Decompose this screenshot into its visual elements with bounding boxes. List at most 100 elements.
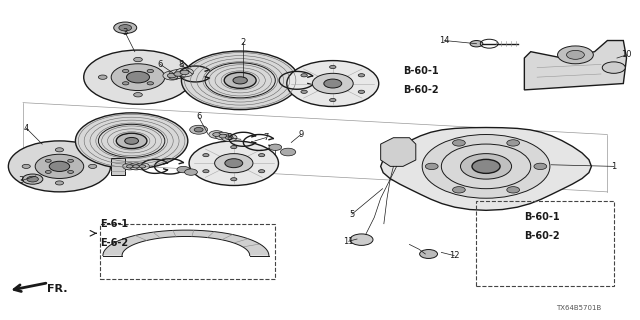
Circle shape (68, 159, 74, 162)
Polygon shape (381, 127, 591, 210)
Circle shape (461, 154, 511, 179)
Bar (111, 158, 125, 175)
Bar (100, 224, 275, 279)
Circle shape (358, 90, 365, 93)
Circle shape (88, 164, 97, 168)
Circle shape (55, 181, 63, 185)
Circle shape (221, 134, 237, 141)
Circle shape (147, 82, 154, 85)
Text: B-60-1: B-60-1 (403, 66, 438, 76)
Circle shape (259, 154, 265, 157)
Bar (476, 201, 614, 286)
Circle shape (426, 163, 438, 170)
Circle shape (45, 159, 51, 162)
Circle shape (470, 41, 483, 47)
Circle shape (420, 250, 438, 259)
Text: 6: 6 (157, 60, 163, 69)
Circle shape (134, 92, 142, 97)
Circle shape (189, 141, 278, 186)
Circle shape (324, 79, 342, 88)
Text: 14: 14 (439, 36, 450, 45)
Circle shape (602, 62, 625, 73)
Circle shape (350, 234, 373, 245)
Circle shape (230, 146, 237, 149)
Text: 4: 4 (24, 124, 29, 132)
Polygon shape (381, 138, 416, 166)
Circle shape (168, 73, 176, 78)
Circle shape (22, 164, 30, 168)
Circle shape (507, 187, 520, 193)
Circle shape (170, 69, 187, 78)
Circle shape (134, 57, 142, 62)
Text: 8: 8 (178, 60, 184, 69)
Circle shape (35, 154, 84, 179)
Circle shape (280, 148, 296, 156)
Text: E-6-1: E-6-1 (100, 219, 128, 229)
Circle shape (259, 170, 265, 173)
Circle shape (225, 159, 243, 168)
Circle shape (189, 125, 207, 134)
Circle shape (76, 113, 188, 169)
Circle shape (173, 72, 182, 76)
Circle shape (177, 166, 189, 173)
Text: 11: 11 (344, 237, 354, 246)
Circle shape (301, 74, 307, 77)
Circle shape (194, 127, 203, 132)
Text: 2: 2 (241, 38, 246, 47)
Circle shape (175, 68, 193, 77)
Circle shape (269, 144, 282, 150)
Text: 6: 6 (196, 113, 202, 122)
Text: 8: 8 (227, 133, 232, 142)
Circle shape (219, 134, 227, 138)
Circle shape (49, 161, 70, 172)
Circle shape (472, 159, 500, 173)
Circle shape (84, 50, 192, 104)
Circle shape (111, 64, 165, 91)
Circle shape (225, 136, 233, 140)
Circle shape (422, 134, 550, 198)
Circle shape (203, 154, 209, 157)
Circle shape (140, 165, 146, 168)
Circle shape (230, 178, 237, 181)
Text: 3: 3 (19, 176, 24, 185)
Text: 5: 5 (349, 210, 355, 219)
Circle shape (45, 171, 51, 173)
Circle shape (55, 148, 63, 152)
Circle shape (224, 72, 256, 88)
Text: 1: 1 (611, 162, 616, 171)
Text: 12: 12 (449, 251, 460, 260)
Circle shape (287, 60, 379, 107)
Circle shape (452, 187, 465, 193)
Circle shape (557, 46, 593, 64)
Circle shape (127, 71, 150, 83)
Circle shape (301, 90, 307, 93)
Circle shape (507, 140, 520, 146)
Circle shape (114, 22, 137, 34)
Circle shape (119, 25, 132, 31)
Circle shape (330, 65, 336, 68)
Text: B-60-2: B-60-2 (403, 85, 438, 95)
Circle shape (127, 165, 133, 168)
Text: 3: 3 (122, 28, 128, 37)
Circle shape (163, 71, 180, 80)
Circle shape (209, 131, 224, 138)
Circle shape (133, 165, 140, 168)
Text: B-60-1: B-60-1 (524, 212, 560, 222)
Circle shape (22, 174, 43, 184)
Circle shape (233, 77, 247, 84)
Text: FR.: FR. (47, 284, 67, 294)
Text: 9: 9 (298, 130, 303, 139)
Circle shape (122, 69, 129, 73)
Circle shape (147, 69, 154, 73)
Circle shape (129, 163, 143, 170)
Circle shape (180, 70, 189, 75)
Circle shape (68, 171, 74, 173)
Circle shape (123, 163, 137, 170)
Circle shape (184, 169, 197, 175)
Text: 10: 10 (621, 50, 632, 59)
Polygon shape (524, 41, 627, 90)
Text: TX64B5701B: TX64B5701B (556, 305, 602, 311)
Circle shape (125, 138, 138, 144)
Circle shape (136, 163, 150, 170)
Circle shape (169, 75, 178, 79)
